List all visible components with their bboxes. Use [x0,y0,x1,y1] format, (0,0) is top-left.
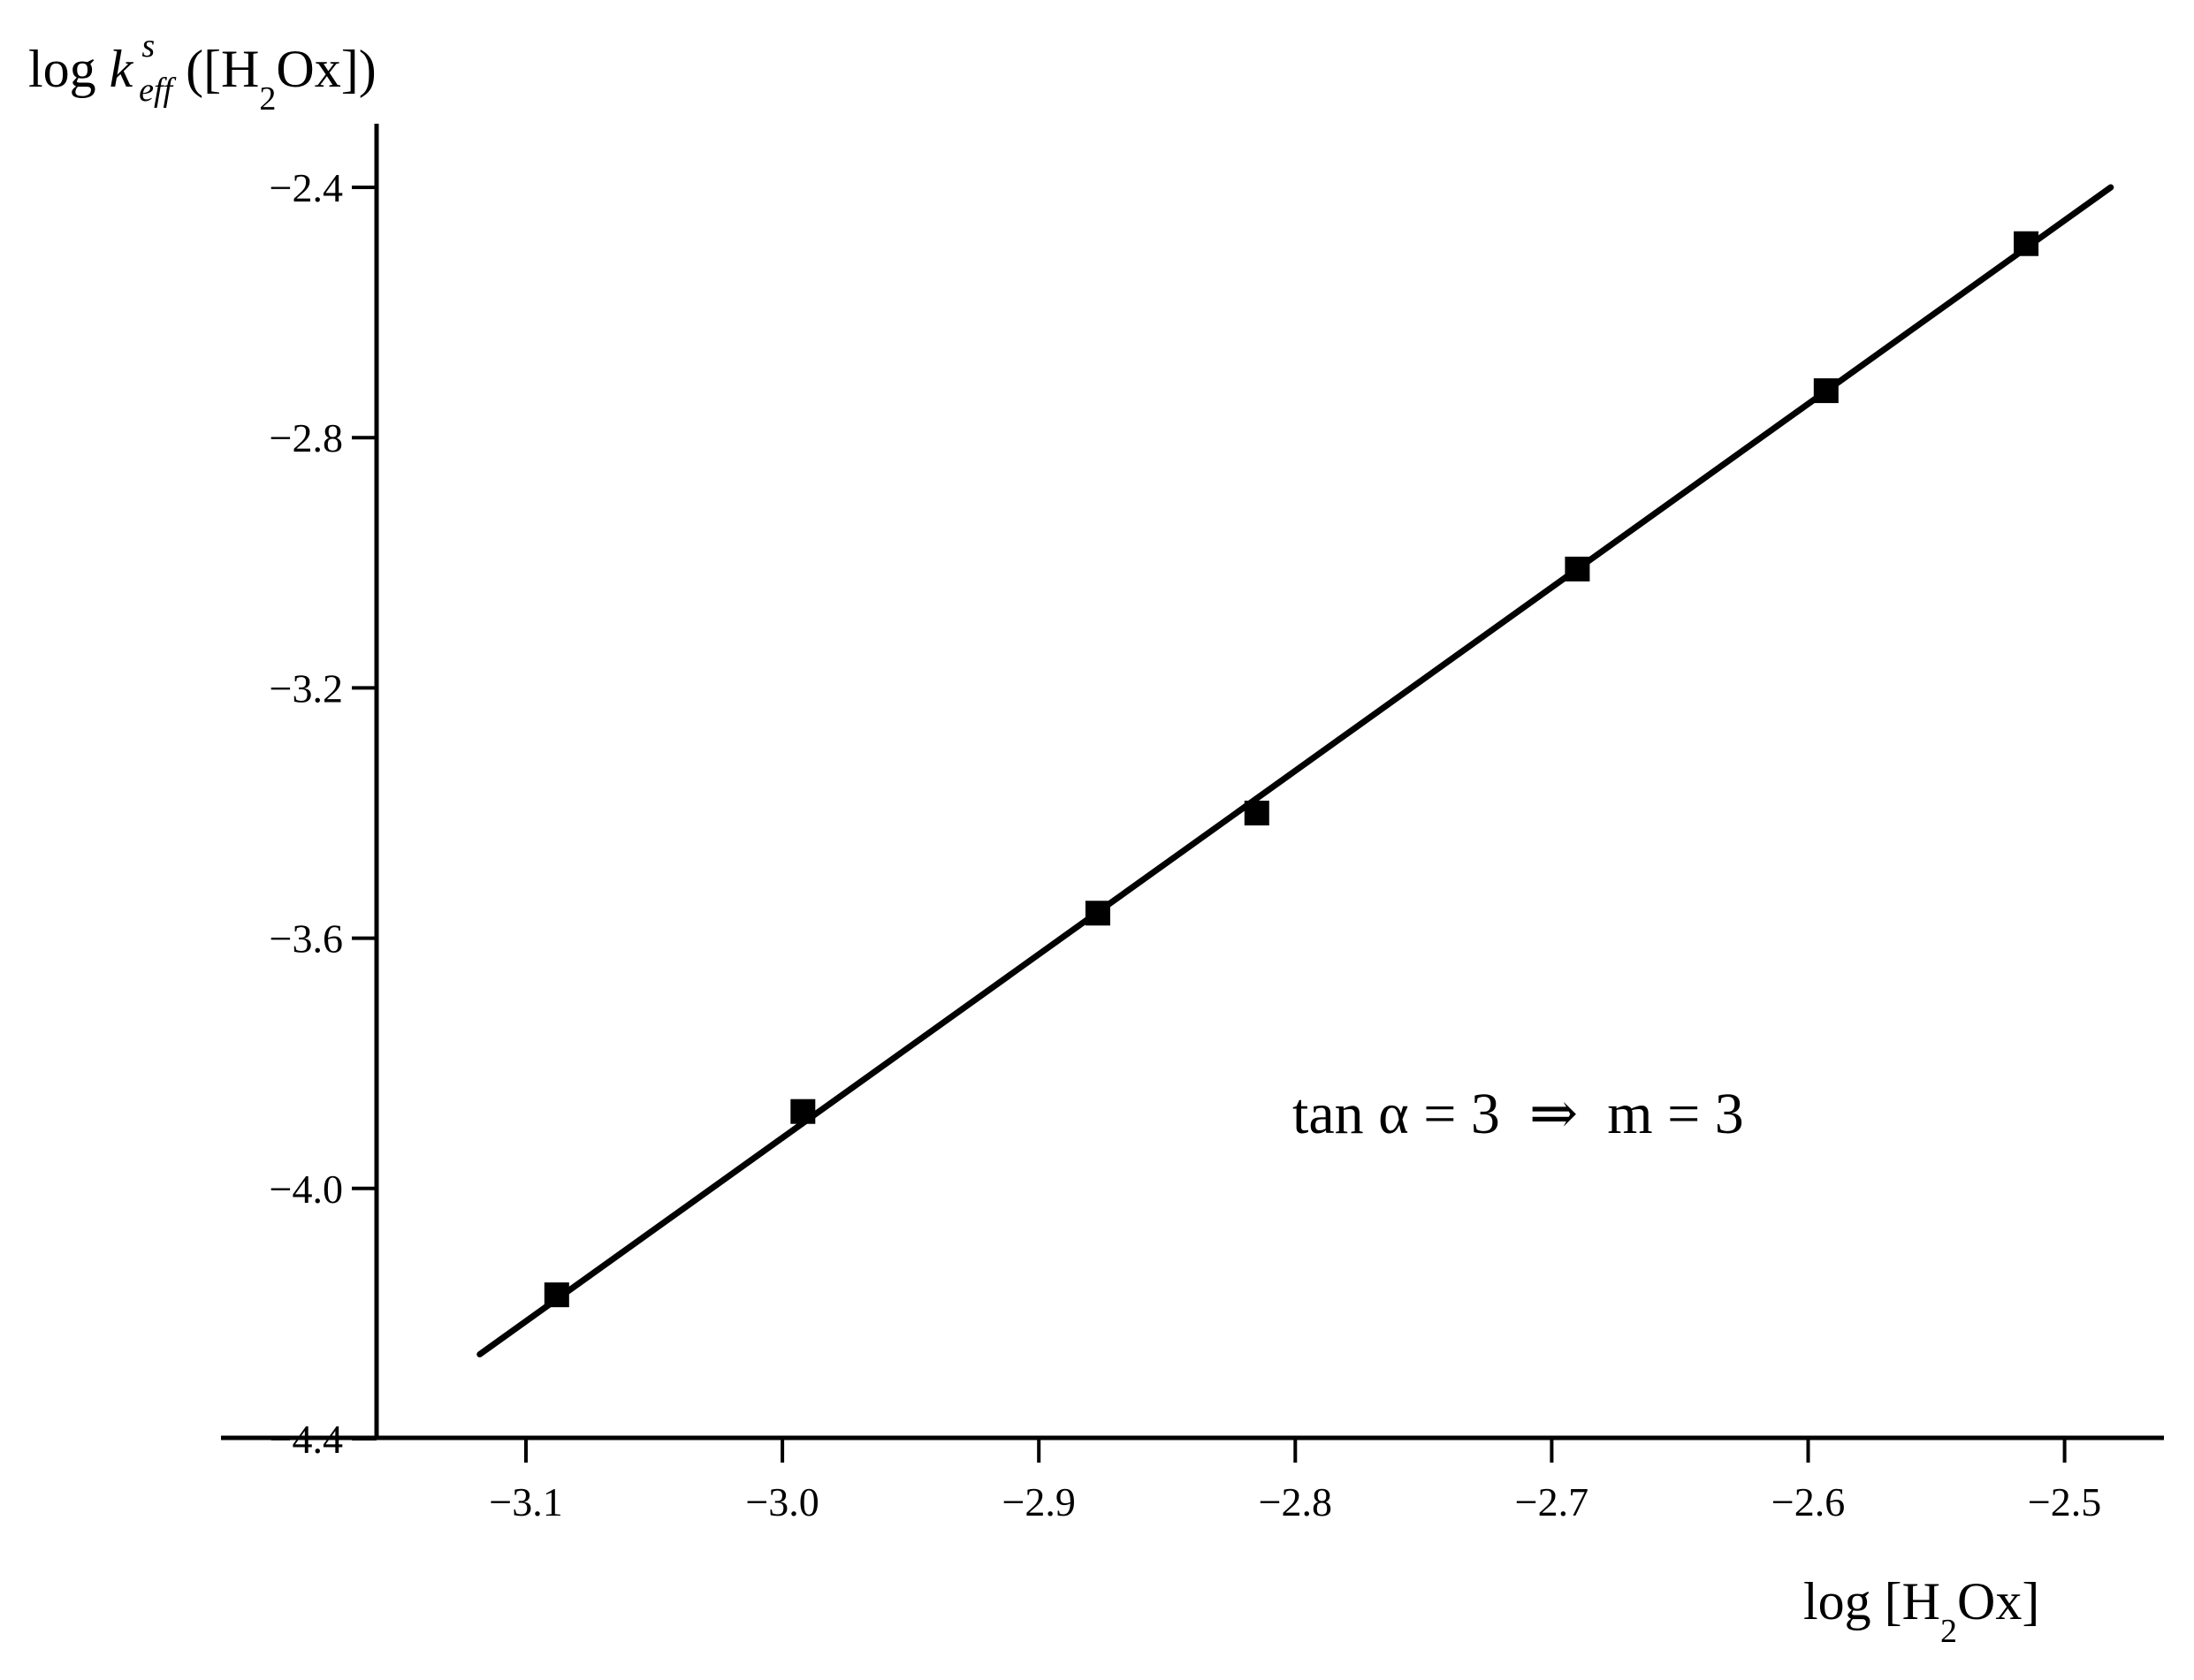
x-tick-label: −3.0 [745,1479,819,1524]
data-point [544,1282,569,1308]
data-point [1244,801,1269,825]
fit-line-group [476,184,2114,1357]
x-tick-label: −2.6 [1771,1479,1845,1524]
y-tick-label: −4.0 [270,1167,343,1212]
y-axis-title-sub: eff [139,72,176,109]
y-tick-label: −4.4 [270,1417,343,1462]
x-tick-label: −2.5 [2028,1479,2101,1524]
y-tick-label: −2.8 [270,415,343,460]
data-point [1085,901,1110,926]
x-axis-title-h2: 2 [1940,1613,1957,1650]
y-tick-label: −2.4 [270,165,343,210]
y-axis-title-h2: 2 [259,80,276,118]
x-tick-label: −3.1 [489,1479,562,1524]
y-axis-title: log k s eff ([H2Ox]) [28,27,377,118]
fit-line [476,184,2114,1357]
data-point [1813,378,1839,404]
ticks: −2.4 −2.8 −3.2 −3.6 −4.0 −4.4 −3.1 −3.0 −2.9 −2.8… [270,165,2102,1524]
y-tick-label: −3.2 [270,665,343,711]
y-axis-title-sup: s [141,27,155,65]
x-tick-label: −2.7 [1515,1479,1588,1524]
data-point [2014,231,2039,256]
annotation-text: tan α = 3 ⇒ m = 3 [1292,1082,1744,1146]
data-point [1565,556,1590,582]
axes [221,124,2164,1441]
data-point [790,1098,816,1124]
data-points [544,231,2039,1308]
x-tick-label: −2.9 [1002,1479,1075,1524]
y-tick-label: −3.6 [270,916,343,962]
x-tick-label: −2.8 [1259,1479,1332,1524]
x-axis-title: log [H2Ox] [1803,1572,2039,1650]
